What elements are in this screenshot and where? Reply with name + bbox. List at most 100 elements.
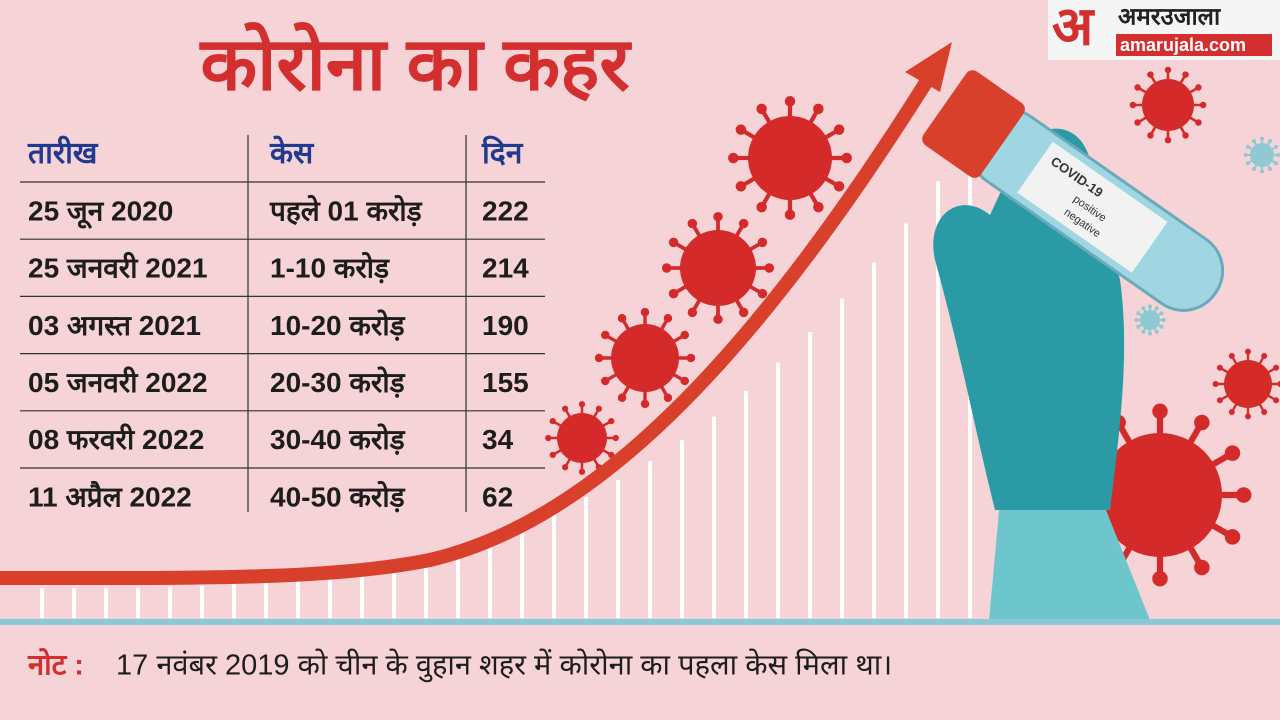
- virus-knob: [1243, 153, 1248, 157]
- virus-knob: [1274, 161, 1279, 166]
- virus-body: [1140, 310, 1160, 330]
- bar: [456, 547, 460, 618]
- virus-knob: [1199, 101, 1207, 109]
- logo-site: amarujala.com: [1120, 35, 1246, 55]
- virus-knob: [813, 103, 824, 115]
- virus-knob: [757, 288, 768, 299]
- bar: [104, 587, 108, 618]
- table-cell: 40-50 करोड़: [270, 480, 406, 512]
- virus-knob: [1277, 381, 1280, 387]
- virus-knob: [1260, 136, 1264, 141]
- virus-knob: [757, 237, 768, 248]
- virus-knob: [764, 263, 775, 273]
- test-tube: COVID-19 positive negative: [922, 70, 1225, 312]
- table-cell: 62: [482, 481, 513, 512]
- virus: [1134, 304, 1166, 336]
- virus: [661, 211, 775, 325]
- virus-knob: [1159, 311, 1164, 316]
- bar: [744, 390, 748, 618]
- virus-knob: [784, 96, 796, 107]
- virus-knob: [1141, 329, 1146, 334]
- virus-knob: [738, 307, 749, 318]
- virus: [1129, 66, 1207, 144]
- table-cell: 155: [482, 367, 529, 398]
- divider: [0, 619, 1280, 625]
- virus-knob: [680, 376, 690, 386]
- bar: [648, 460, 652, 618]
- table-cell: 1-10 करोड़: [270, 252, 390, 284]
- title: कोरोना का कहर: [198, 22, 632, 106]
- table-cell: 34: [482, 424, 514, 455]
- virus-body: [1224, 360, 1272, 408]
- logo-mark: अ: [1052, 0, 1095, 56]
- virus-knob: [1152, 403, 1168, 420]
- virus-knob: [1134, 318, 1139, 322]
- virus-knob: [562, 405, 569, 412]
- virus-knob: [833, 181, 845, 192]
- virus: [594, 307, 696, 409]
- bar: [136, 587, 140, 618]
- bar: [936, 181, 940, 618]
- virus-knob: [1148, 331, 1152, 336]
- virus-knob: [663, 393, 673, 403]
- virus-knob: [1245, 144, 1250, 149]
- virus-knob: [1216, 364, 1223, 371]
- virus-knob: [1129, 101, 1137, 109]
- bar: [264, 581, 268, 618]
- tube-label: [1017, 141, 1168, 273]
- virus-knob: [663, 313, 673, 323]
- virus-knob: [1261, 409, 1268, 416]
- bar: [904, 223, 908, 618]
- bar: [840, 298, 844, 618]
- virus-knob: [1274, 144, 1279, 149]
- bar: [232, 584, 236, 618]
- virus-knob: [549, 451, 556, 458]
- virus-knob: [1194, 414, 1210, 431]
- virus-knob: [595, 405, 602, 412]
- virus-knob: [545, 434, 552, 442]
- virus-knob: [600, 330, 610, 340]
- table: तारीख केस दिन 25 जून 2020 पहले 01 करोड़ 222 25…: [20, 135, 545, 512]
- virus-knob: [1224, 529, 1241, 545]
- virus-knob: [1148, 304, 1152, 309]
- viruses: [545, 66, 1280, 587]
- virus-knob: [687, 218, 698, 229]
- virus-knob: [1161, 318, 1166, 322]
- virus-knob: [1141, 306, 1146, 311]
- logo: अ अमरउजाला amarujala.com: [1048, 0, 1280, 60]
- virus-knob: [1154, 329, 1159, 334]
- virus-knob: [1134, 84, 1141, 91]
- logo-site-box: [1116, 34, 1272, 56]
- virus-knob: [668, 288, 679, 299]
- virus-knob: [1228, 352, 1235, 359]
- bar: [488, 537, 492, 618]
- virus-knob: [756, 103, 767, 115]
- virus-knob: [549, 418, 556, 425]
- virus-knob: [600, 376, 610, 386]
- virus-knob: [1159, 324, 1164, 329]
- virus-knob: [1182, 71, 1189, 78]
- table-cell: 05 जनवरी 2022: [28, 366, 208, 398]
- virus: [1243, 136, 1280, 174]
- bar: [392, 563, 396, 618]
- virus-knob: [728, 152, 739, 164]
- virus-knob: [784, 209, 796, 220]
- virus-knob: [1273, 364, 1280, 371]
- column-header: केस: [269, 135, 315, 170]
- table-cell: 20-30 करोड़: [270, 366, 406, 398]
- virus-body: [1250, 143, 1274, 167]
- table-cell: 222: [482, 195, 529, 226]
- virus-knob: [1251, 138, 1256, 143]
- bar: [360, 569, 364, 618]
- virus-knob: [738, 218, 749, 229]
- virus-knob: [594, 353, 604, 363]
- bar: [808, 332, 812, 618]
- virus-knob: [1164, 136, 1172, 144]
- table-cell: 03 अगस्त 2021: [28, 310, 201, 341]
- virus-knob: [841, 152, 852, 164]
- virus-knob: [687, 307, 698, 318]
- virus-knob: [1268, 138, 1273, 143]
- table-cell: 08 फरवरी 2022: [28, 423, 204, 455]
- arrow-head: [905, 42, 952, 92]
